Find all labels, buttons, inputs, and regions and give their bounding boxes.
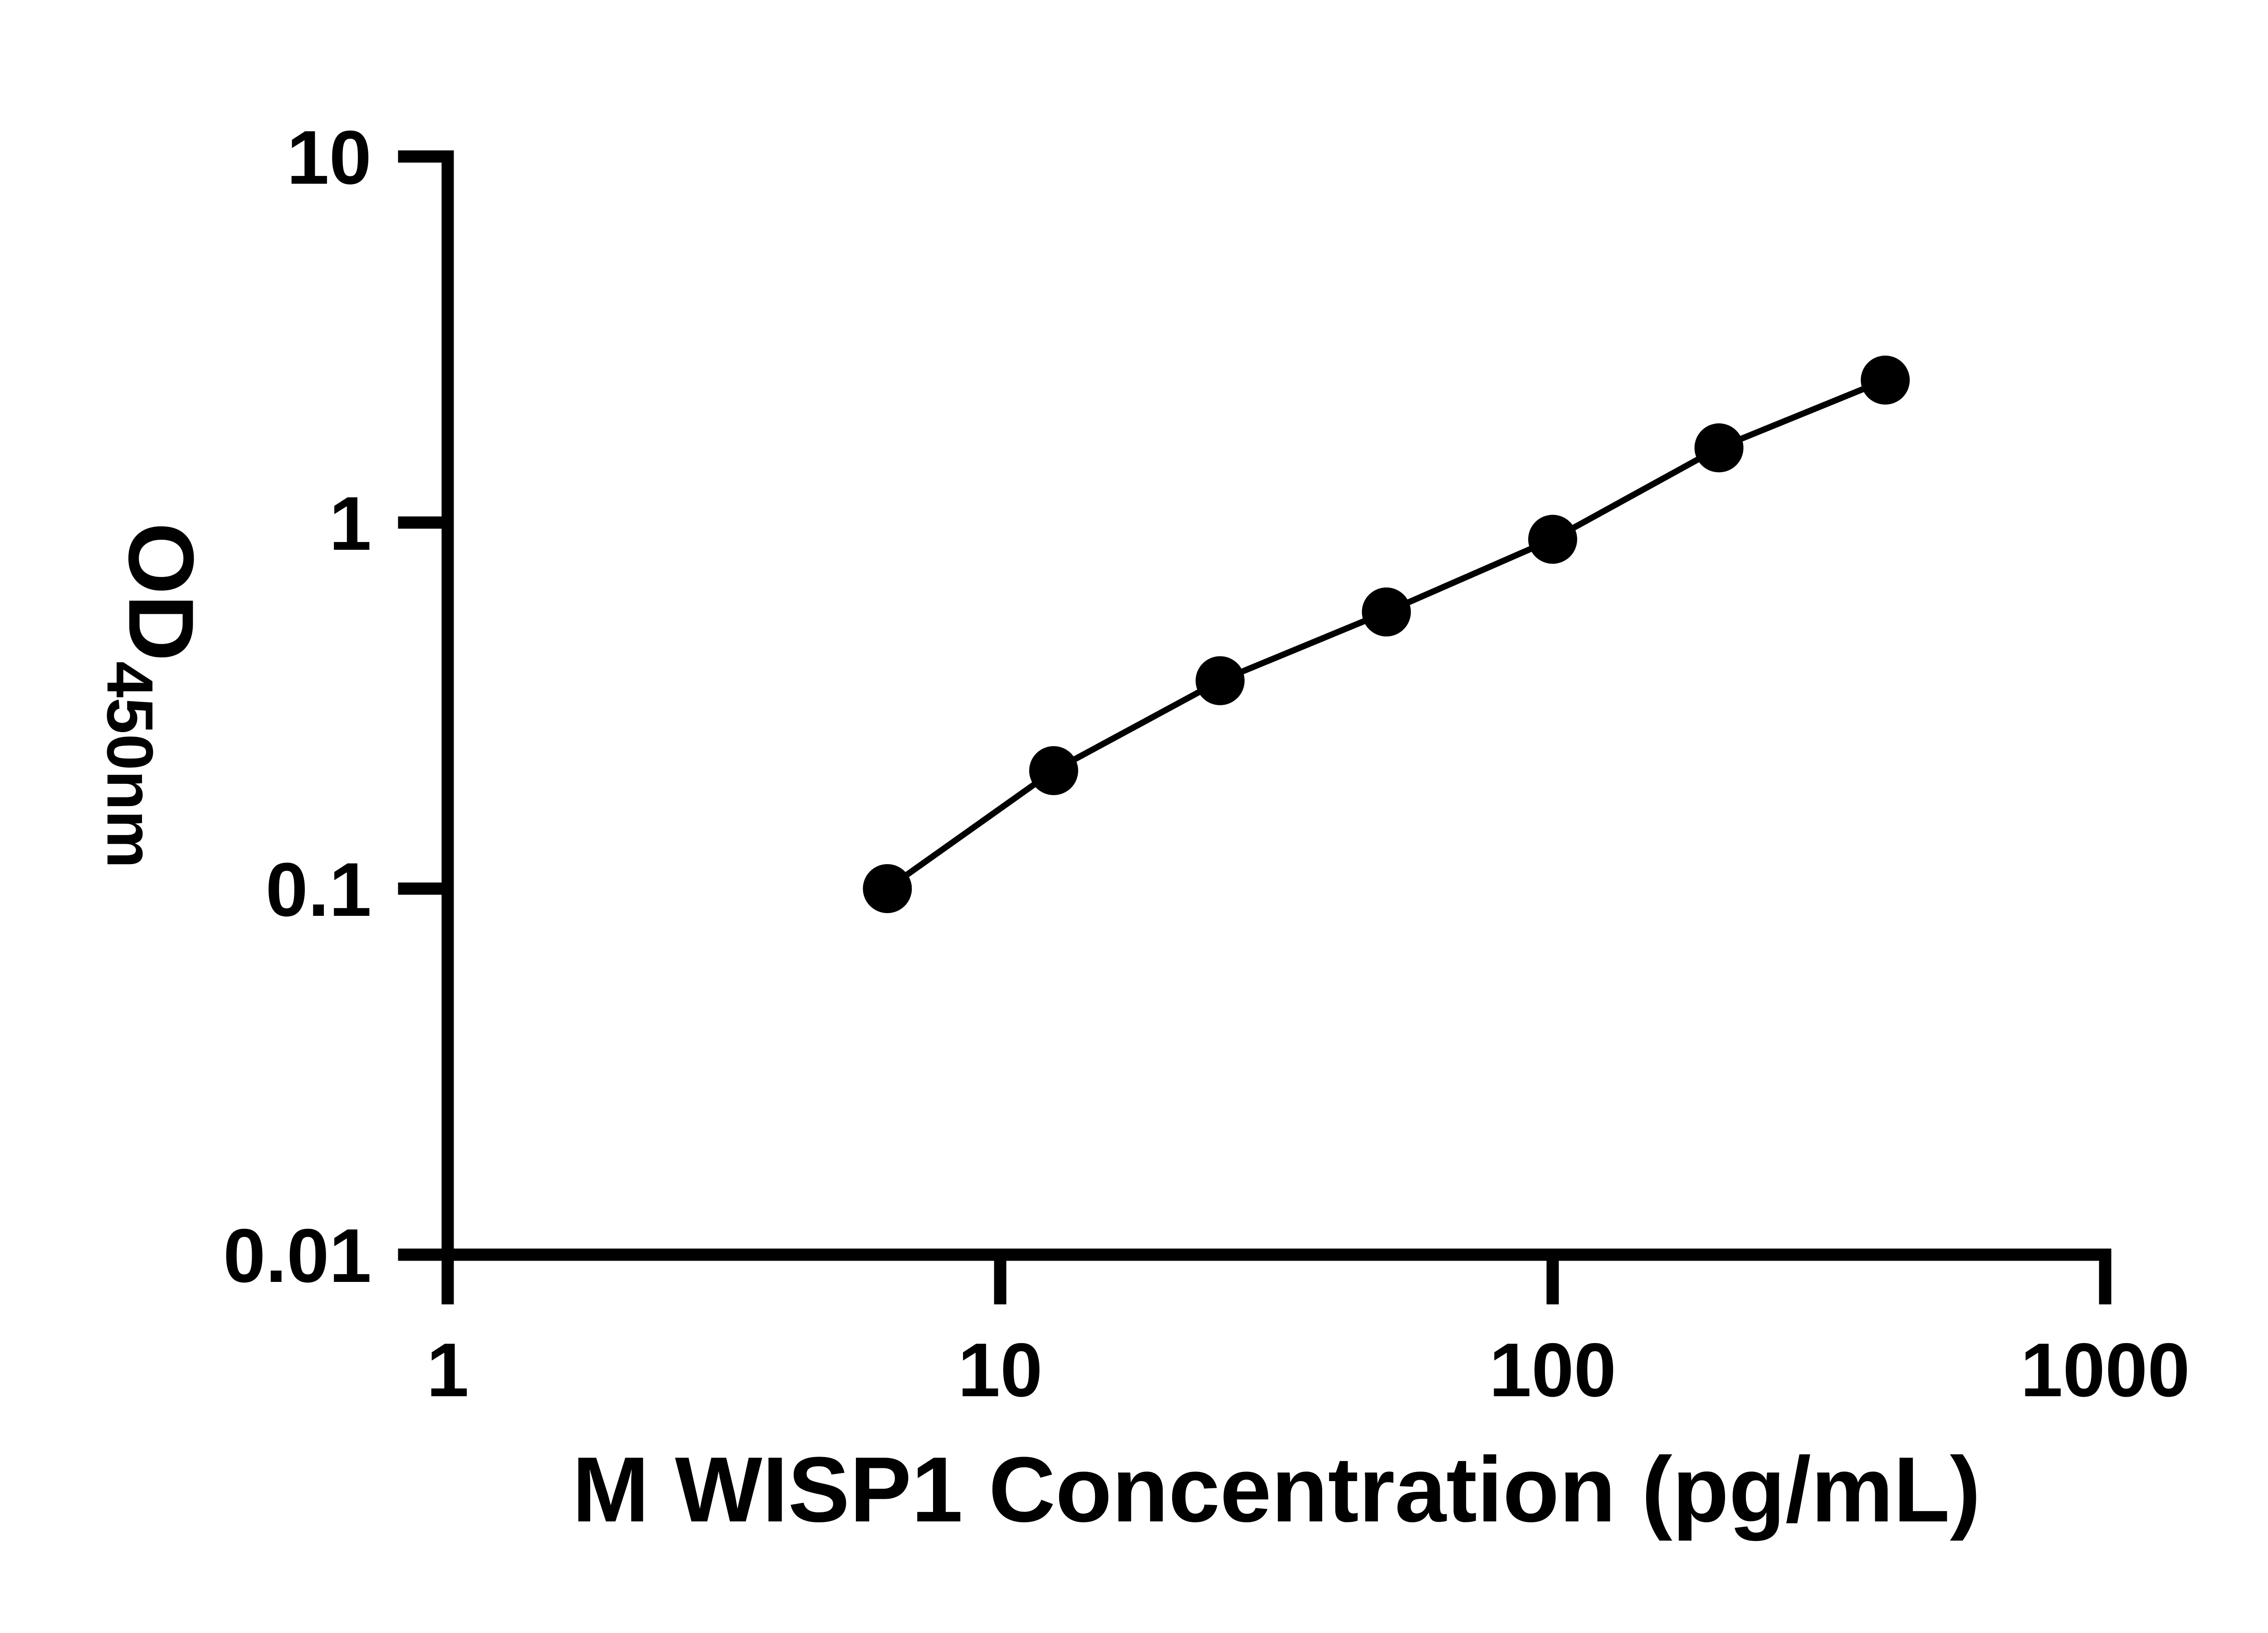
y-tick-label: 0.01 — [223, 1213, 371, 1298]
data-point-marker — [1694, 423, 1744, 473]
y-axis-title-main: OD — [109, 523, 213, 661]
y-tick-label: 10 — [287, 115, 371, 200]
x-axis-title: M WISP1 Concentration (pg/mL) — [572, 1438, 1980, 1541]
axes-frame — [441, 150, 2112, 1261]
data-point-marker — [1861, 355, 1910, 405]
y-axis-title: OD450nm — [93, 523, 213, 868]
x-tick-label: 10 — [958, 1327, 1043, 1413]
data-point-marker — [1195, 656, 1245, 705]
y-tick-label: 0.1 — [265, 847, 371, 932]
data-point-marker — [1029, 746, 1078, 795]
y-tick-label: 1 — [329, 481, 371, 566]
data-point-marker — [1528, 514, 1577, 564]
data-point-marker — [1362, 587, 1411, 637]
y-axis-title-subscript: 450nm — [93, 661, 166, 868]
x-tick-label: 1000 — [2020, 1327, 2190, 1413]
x-tick-label: 1 — [426, 1327, 469, 1413]
data-point-marker — [863, 864, 912, 913]
x-tick-label: 100 — [1489, 1327, 1616, 1413]
